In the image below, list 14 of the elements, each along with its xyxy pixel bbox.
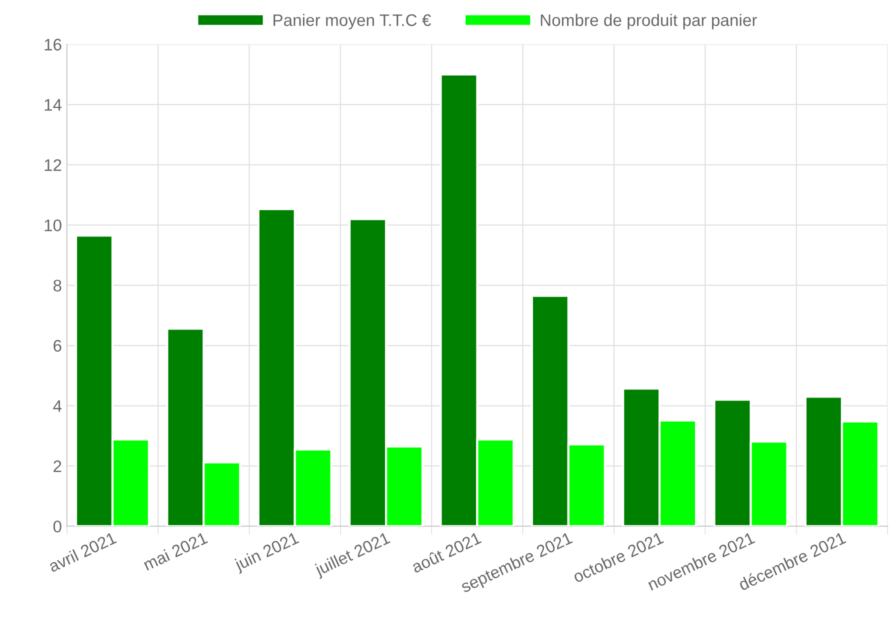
y-tick-label: 12 (44, 159, 62, 171)
x-tick-label: mai 2021 (142, 531, 208, 571)
y-tick-label: 8 (53, 280, 62, 292)
y-tick-label: 4 (53, 400, 62, 412)
legend-label: Panier moyen T.T.C € (274, 14, 431, 30)
y-tick-label: 10 (44, 219, 62, 232)
y-tick-label: 6 (54, 340, 62, 352)
y-tick-label: 16 (44, 38, 62, 51)
x-tick-label: juin 2021 (233, 531, 301, 574)
y-tick-label: 2 (54, 460, 62, 472)
y-tick-label: 0 (53, 520, 62, 532)
x-tick-label: avril 2021 (48, 531, 117, 572)
legend-label: Nombre de produit par panier (540, 14, 757, 30)
y-tick-label: 14 (44, 99, 62, 111)
